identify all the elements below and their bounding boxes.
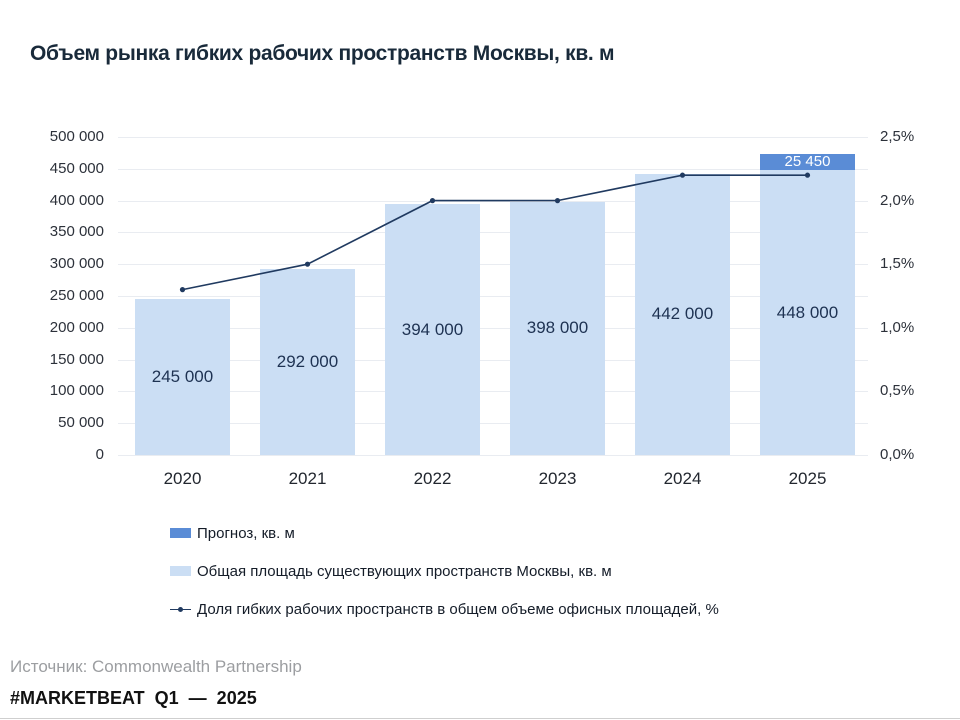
share-line xyxy=(182,174,808,291)
y-axis-tick-left: 0 xyxy=(95,446,104,463)
y-axis-tick-left: 200 000 xyxy=(49,318,104,336)
gridline xyxy=(118,264,868,266)
bar-existing-2023 xyxy=(510,201,605,455)
share-line-chart xyxy=(179,172,811,293)
x-axis-tick-2024: 2024 xyxy=(663,469,702,488)
legend-label: Доля гибких рабочих пространств в общем … xyxy=(197,600,719,618)
y-axis-tick-right: 2,0% xyxy=(880,191,915,209)
y-axis-tick-left: 350 000 xyxy=(49,223,104,241)
legend-item-forecast: Прогноз, кв. м xyxy=(170,521,719,545)
y-axis-tick-left: 250 000 xyxy=(49,287,104,304)
line-swatch-icon xyxy=(170,604,191,614)
gridline xyxy=(118,296,868,297)
y-axis-tick-left: 150 000 xyxy=(49,350,104,368)
bar-forecast-2025 xyxy=(760,153,855,171)
chart-title: Объем рынка гибких рабочих пространств М… xyxy=(30,42,615,65)
report-tag: #MARKETBEAT Q1 — 2025 xyxy=(10,688,257,708)
legend-label: Прогноз, кв. м xyxy=(197,524,295,542)
bar-value-label: 398 000 xyxy=(526,318,589,338)
legend-item-share-line: Доля гибких рабочих пространств в общем … xyxy=(170,597,719,621)
y-axis-tick-left: 50 000 xyxy=(58,414,104,432)
legend: Прогноз, кв. м Общая площадь существующи… xyxy=(170,521,719,635)
x-axis-tick-2020: 2020 xyxy=(163,469,202,488)
y-axis-tick-left: 400 000 xyxy=(49,191,104,209)
gridline xyxy=(118,423,868,425)
source-note: Источник: Commonwealth Partnership xyxy=(10,657,302,676)
bar-existing-2024 xyxy=(635,173,730,455)
line-marker xyxy=(554,198,561,204)
x-axis-tick-2022: 2022 xyxy=(413,469,452,488)
y-axis-tick-left: 500 000 xyxy=(49,128,104,145)
gridline xyxy=(118,391,868,393)
y-axis-tick-right: 0,0% xyxy=(880,446,915,463)
bar-value-label: 448 000 xyxy=(776,302,839,322)
bar-value-label: 394 000 xyxy=(401,319,464,339)
bar-existing-2021 xyxy=(260,269,355,455)
bar-existing-2022 xyxy=(385,204,480,455)
forecast-swatch-icon xyxy=(170,528,191,538)
y-axis-tick-left: 300 000 xyxy=(49,255,104,273)
gridline xyxy=(118,137,868,138)
forecast-value-label: 25 450 xyxy=(784,152,831,170)
y-axis-tick-right: 2,5% xyxy=(880,128,915,145)
line-marker xyxy=(179,287,186,293)
bottom-divider xyxy=(0,718,960,719)
y-axis-tick-left: 450 000 xyxy=(49,159,104,177)
y-axis-tick-right: 1,0% xyxy=(880,318,915,336)
line-marker xyxy=(304,261,311,267)
existing-swatch-icon xyxy=(170,566,191,576)
bar-existing-2020 xyxy=(135,299,230,455)
gridline xyxy=(118,327,868,329)
legend-label: Общая площадь существующих пространств М… xyxy=(197,562,612,580)
y-axis-tick-right: 1,5% xyxy=(880,255,915,273)
line-marker xyxy=(679,172,686,178)
legend-item-existing: Общая площадь существующих пространств М… xyxy=(170,559,719,583)
bar-value-label: 292 000 xyxy=(276,352,339,372)
line-marker xyxy=(804,172,811,178)
gridline xyxy=(118,359,868,361)
line-marker xyxy=(429,198,436,204)
y-axis-tick-left: 100 000 xyxy=(49,382,104,400)
x-axis-tick-2025: 2025 xyxy=(788,469,827,488)
x-axis-tick-2021: 2021 xyxy=(288,469,327,488)
y-axis-tick-right: 0,5% xyxy=(880,382,915,400)
gridline xyxy=(118,455,868,456)
x-axis-tick-2023: 2023 xyxy=(538,469,577,488)
bar-value-label: 442 000 xyxy=(651,304,714,324)
bar-value-label: 245 000 xyxy=(151,367,214,387)
bar-existing-2025 xyxy=(760,170,855,455)
gridline xyxy=(118,168,868,170)
gridline xyxy=(118,232,868,234)
